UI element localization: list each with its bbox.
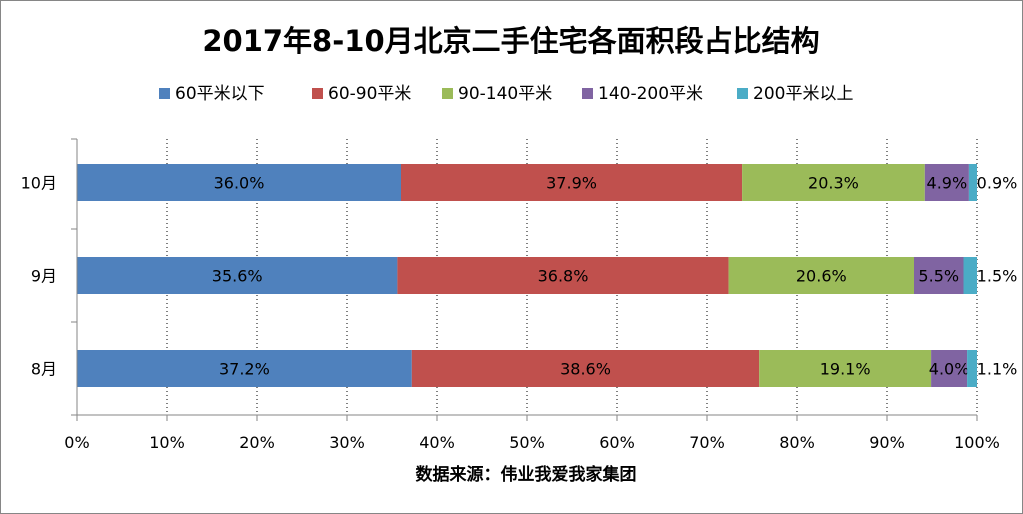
axes xyxy=(71,138,978,421)
data-label: 1.5% xyxy=(977,267,1018,286)
data-label: 20.6% xyxy=(796,267,847,286)
x-tick-label: 20% xyxy=(239,433,275,452)
bar-segment xyxy=(77,350,412,387)
legend-label: 60-90平米 xyxy=(328,84,411,104)
category-labels: 10月 9月 8月 xyxy=(21,174,57,379)
x-tick-label: 70% xyxy=(689,433,725,452)
data-label: 5.5% xyxy=(918,267,959,286)
bar-segment xyxy=(728,257,914,294)
x-tick-label: 90% xyxy=(869,433,905,452)
bar-segment xyxy=(967,350,977,387)
x-tick-labels: 0% 10% 20% 30% 40% 50% 60% 70% 80% 90% 100% xyxy=(64,433,1000,452)
data-label: 38.6% xyxy=(560,360,611,379)
data-label: 4.0% xyxy=(929,360,970,379)
x-tick-label: 10% xyxy=(149,433,185,452)
legend-swatch xyxy=(442,88,453,99)
category-label: 9月 xyxy=(31,267,57,286)
bar-segment xyxy=(77,164,401,201)
legend-label: 60平米以下 xyxy=(175,84,265,104)
data-label: 4.9% xyxy=(927,174,968,193)
bar-segment xyxy=(77,257,398,294)
chart-title: 2017年8-10月北京二手住宅各面积段占比结构 xyxy=(202,24,819,58)
legend: 60平米以下 60-90平米 90-140平米 140-200平米 200平米以上 xyxy=(159,84,853,104)
bar-segment xyxy=(411,350,760,387)
x-tick-label: 80% xyxy=(779,433,815,452)
x-tick-label: 50% xyxy=(509,433,545,452)
category-label: 8月 xyxy=(31,360,57,379)
legend-label: 140-200平米 xyxy=(598,84,703,104)
legend-label: 200平米以上 xyxy=(753,84,853,104)
bar-segment xyxy=(968,164,977,201)
legend-swatch xyxy=(312,88,323,99)
x-tick-label: 100% xyxy=(954,433,1000,452)
data-label: 36.8% xyxy=(538,267,589,286)
bar-segment xyxy=(742,164,925,201)
bar-segment xyxy=(397,257,729,294)
bar-segment xyxy=(759,350,932,387)
x-tick-label: 60% xyxy=(599,433,635,452)
bar-segment xyxy=(914,257,964,294)
data-label: 37.2% xyxy=(219,360,270,379)
x-tick-label: 30% xyxy=(329,433,365,452)
legend-swatch xyxy=(582,88,593,99)
data-label: 19.1% xyxy=(820,360,871,379)
data-label: 20.3% xyxy=(808,174,859,193)
bar-segment xyxy=(401,164,743,201)
x-tick-label: 40% xyxy=(419,433,455,452)
bar-segment xyxy=(924,164,969,201)
data-label: 1.1% xyxy=(977,360,1018,379)
data-label: 35.6% xyxy=(212,267,263,286)
bars: 36.0% 37.9% 20.3% 4.9% 0.9% 35.6% 36.8% 20.6% 5.… xyxy=(77,164,1017,387)
legend-label: 90-140平米 xyxy=(458,84,552,104)
bar-segment xyxy=(931,350,968,387)
data-label: 37.9% xyxy=(546,174,597,193)
x-tick-label: 0% xyxy=(64,433,89,452)
data-label: 36.0% xyxy=(214,174,265,193)
source-note: 数据来源：伟业我爱我家集团 xyxy=(416,464,637,485)
data-label: 0.9% xyxy=(977,174,1018,193)
legend-swatch xyxy=(737,88,748,99)
bar-segment xyxy=(963,257,977,294)
legend-swatch xyxy=(159,88,170,99)
category-label: 10月 xyxy=(21,174,57,193)
